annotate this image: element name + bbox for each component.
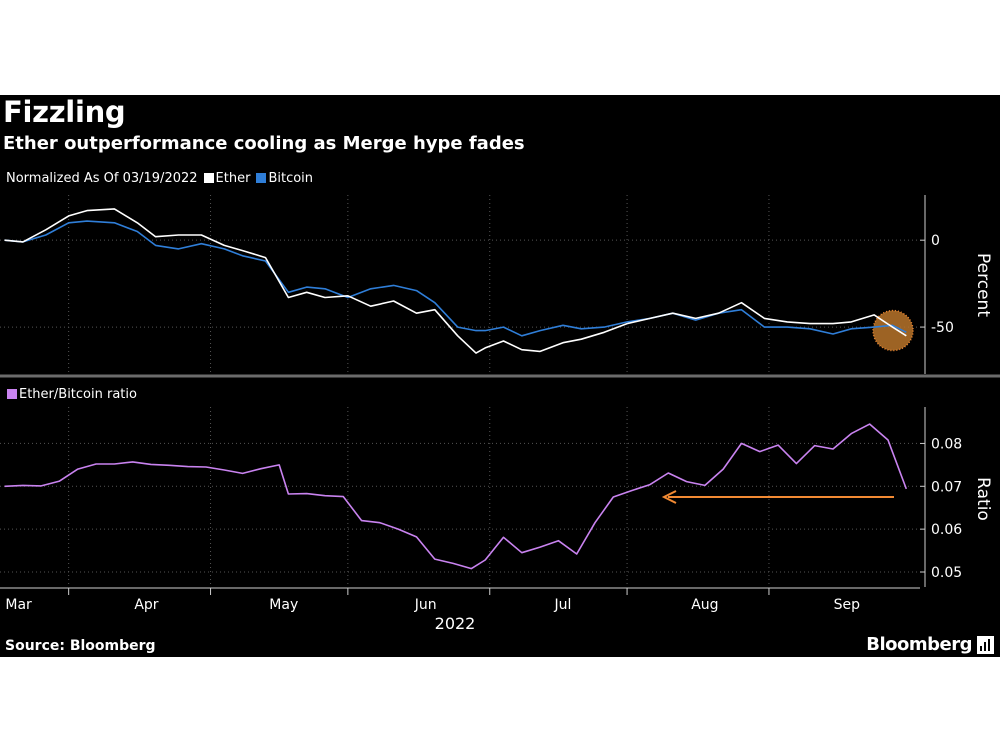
- highlight-circle: [872, 309, 914, 352]
- y-tick-label: 0: [931, 233, 940, 249]
- bottom-legend: Ether/Bitcoin ratio: [0, 387, 137, 402]
- chart-panel: Fizzling Ether outperformance cooling as…: [0, 95, 1000, 657]
- ratio-line: [4, 423, 908, 570]
- chart-title: Fizzling: [3, 95, 126, 129]
- x-tick-label: May: [269, 597, 298, 613]
- source-label: Source: Bloomberg: [5, 638, 156, 654]
- top-legend: Normalized As Of 03/19/2022 Ether Bitcoin: [6, 171, 313, 186]
- y-tick-label: 0.06: [931, 522, 962, 538]
- x-tick-label: Aug: [691, 597, 718, 613]
- annotation-arrow-head: [661, 490, 677, 504]
- bitcoin-line: [4, 220, 907, 337]
- x-axis-year-label: 2022: [435, 614, 476, 633]
- ether-legend-label: Ether: [215, 171, 251, 186]
- ratio-legend-label: Ether/Bitcoin ratio: [19, 387, 137, 402]
- x-tick-label: Mar: [5, 597, 32, 613]
- y-tick-label: 0.05: [931, 565, 962, 581]
- x-tick-label: Jul: [554, 597, 572, 613]
- ether-swatch: [203, 173, 214, 183]
- ether-line: [4, 208, 907, 354]
- x-tick-label: Jun: [414, 597, 437, 613]
- ratio-swatch: [7, 389, 17, 399]
- x-tick-label: Apr: [134, 597, 158, 613]
- y-tick-label: 0.08: [931, 436, 962, 452]
- y-axis-label: Ratio: [973, 477, 993, 521]
- bitcoin-legend-label: Bitcoin: [268, 171, 314, 186]
- y-axis-label: Percent: [973, 253, 993, 317]
- bitcoin-swatch: [256, 173, 267, 183]
- chart-svg: 0 -50 Percent 0.08 0.07 0.06 0.05 Ratio Mar Apr Ma…: [0, 195, 1000, 633]
- x-tick-label: Sep: [834, 597, 861, 613]
- y-tick-label: 0.07: [931, 479, 962, 495]
- y-tick-label: -50: [931, 320, 954, 336]
- chart-subtitle: Ether outperformance cooling as Merge hy…: [3, 133, 525, 154]
- normalized-label: Normalized As Of 03/19/2022: [6, 171, 198, 186]
- bloomberg-logo: Bloomberg: [866, 634, 972, 655]
- bloomberg-bars-icon: [977, 636, 994, 654]
